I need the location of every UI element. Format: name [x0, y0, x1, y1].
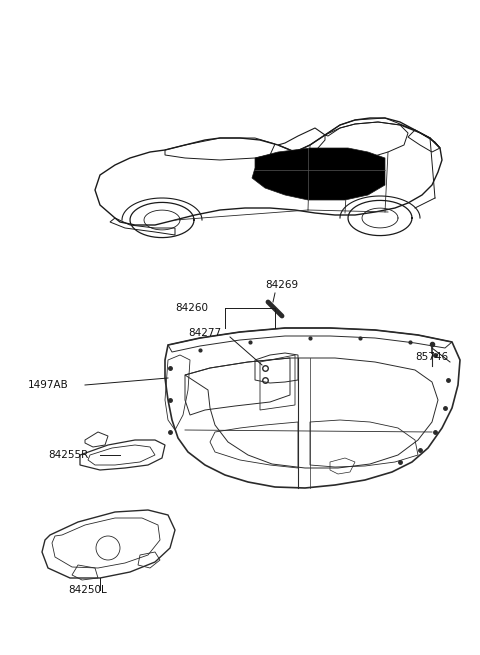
Polygon shape — [252, 148, 385, 200]
Text: 84250L: 84250L — [68, 585, 107, 595]
Text: 84269: 84269 — [265, 280, 298, 290]
Text: 84260: 84260 — [175, 303, 208, 313]
Text: 84255R: 84255R — [48, 450, 88, 460]
Text: 85746: 85746 — [415, 352, 448, 362]
Text: 84277: 84277 — [188, 328, 221, 338]
Text: 1497AB: 1497AB — [28, 380, 69, 390]
